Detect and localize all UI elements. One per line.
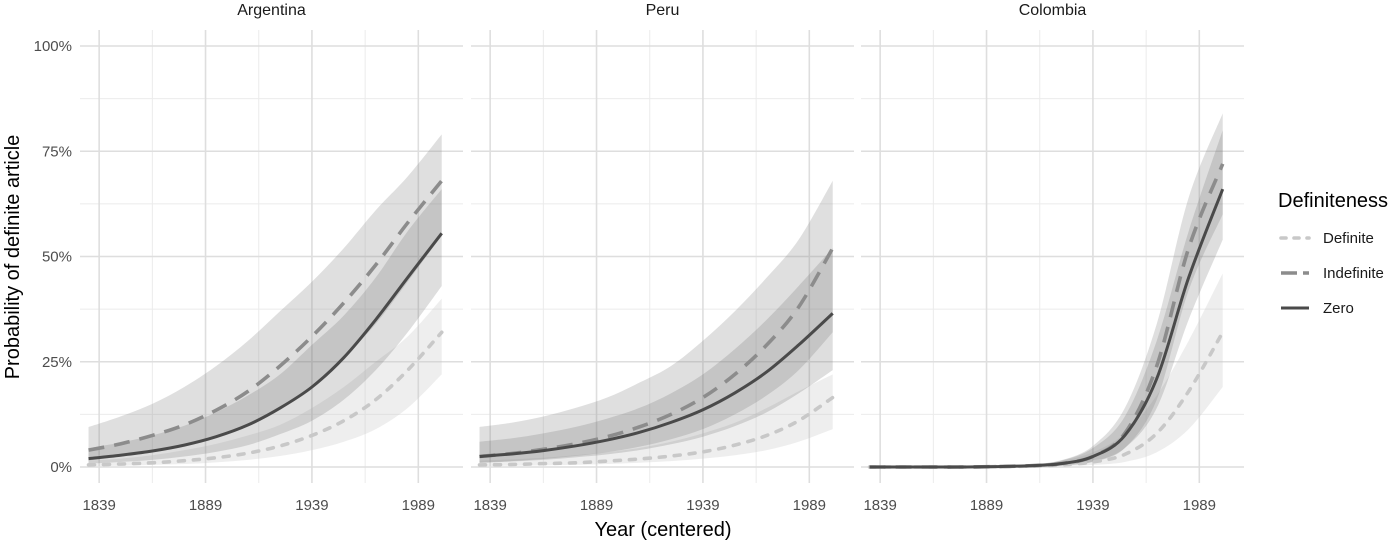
x-tick-labels: 1839 1889 1939 1989 [82,497,435,514]
y-tick-label: 25% [42,354,72,371]
confidence-bands [479,180,833,467]
y-tick-label: 0% [50,459,72,476]
legend-item-definite: Definite [1279,230,1374,247]
line-zero [869,188,1225,469]
y-tick-label: 50% [42,249,72,266]
x-tick-label: 1939 [686,497,719,514]
line-definite [477,395,835,467]
y-axis-title: Probability of definite article [2,135,24,380]
line-definite [86,330,444,467]
x-axis-title: Year (centered) [594,519,731,541]
band-indefinite [479,180,833,463]
x-tick-label: 1839 [82,497,115,514]
legend: Definiteness Definite Indefinite Zero [1278,190,1388,317]
legend-label: Definite [1323,230,1374,247]
series-lines [867,163,1225,469]
x-tick-labels: 1839 1889 1939 1989 [473,497,826,514]
legend-item-zero: Zero [1281,300,1354,317]
legend-label: Zero [1323,300,1354,317]
x-tick-label: 1939 [295,497,328,514]
legend-label: Indefinite [1323,265,1384,282]
x-tick-label: 1839 [473,497,506,514]
series-lines [86,179,444,467]
panel-argentina: Argentina 1839 1889 1939 1989 0% 25% 50% 75% 100% [34,2,463,514]
y-tick-label: 100% [34,38,72,55]
panels-layer: Argentina 1839 1889 1939 1989 0% 25% 50% 75% 100%… [34,2,1244,514]
legend-items: Definite Indefinite Zero [1279,230,1384,317]
y-tick-labels: 0% 25% 50% 75% 100% [34,38,72,476]
facet-title: Colombia [1019,2,1087,19]
panel-peru: Peru 1839 1889 1939 1989 [471,2,854,514]
facet-title: Argentina [237,2,306,19]
band-zero [479,248,833,463]
facet-title: Peru [646,2,680,19]
band-definite [88,298,442,467]
legend-title: Definiteness [1278,190,1388,212]
y-tick-label: 75% [42,143,72,160]
band-definite [479,374,833,467]
x-tick-label: 1989 [1183,497,1216,514]
gridlines [471,30,854,483]
x-tick-label: 1939 [1076,497,1109,514]
line-zero [88,232,443,461]
series-lines [477,247,835,467]
band-indefinite [88,134,442,461]
x-tick-label: 1839 [863,497,896,514]
x-tick-labels: 1839 1889 1939 1989 [863,497,1216,514]
x-tick-label: 1889 [970,497,1003,514]
x-tick-label: 1889 [189,497,222,514]
panel-colombia: Colombia 1839 1889 1939 1989 [861,2,1244,514]
legend-item-indefinite: Indefinite [1281,265,1384,282]
x-tick-label: 1989 [793,497,826,514]
x-tick-label: 1889 [580,497,613,514]
gridlines [80,30,463,483]
line-zero [479,312,834,458]
x-tick-label: 1989 [402,497,435,514]
line-indefinite [88,179,444,452]
